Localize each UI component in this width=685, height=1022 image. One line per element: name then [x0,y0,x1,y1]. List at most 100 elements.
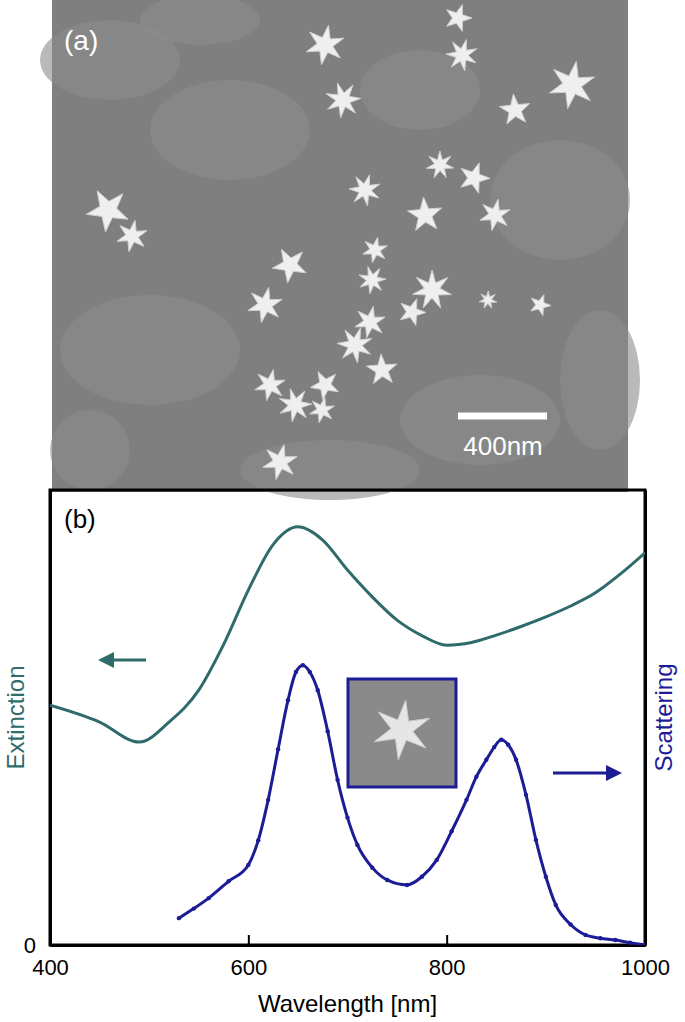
series-marker [449,829,453,833]
series-line [179,665,645,945]
series-marker [514,758,518,762]
x-tick: 800 [429,935,466,980]
texture-grain [490,140,630,260]
x-tick-label: 800 [429,955,466,980]
nanostar [400,299,426,326]
series-marker [308,670,312,674]
nanostar [408,197,442,230]
panel-label: (b) [64,504,96,534]
nanostar [446,40,477,71]
y-axis-title: Extinction [2,665,29,769]
series-marker [345,815,349,819]
series-marker [192,906,196,910]
series-marker [568,922,572,926]
nanostar [499,94,529,124]
series-marker [420,875,424,879]
panel-label: (a) [64,25,98,56]
x-axis-title: Wavelength [nm] [258,990,437,1017]
series-marker [335,778,339,782]
texture-grain [60,295,240,405]
texture-grain [150,80,310,180]
series-marker [294,670,298,674]
nanostar [272,249,306,283]
series-marker [301,663,305,667]
y-tick: 0 [24,933,60,958]
nanostar [310,397,335,422]
texture-grain [560,310,640,450]
series-marker [534,838,538,842]
series-marker [499,738,503,742]
scattering-arrow-shaft [553,772,612,775]
series-marker [435,858,439,862]
y-tick-label: 0 [24,933,36,958]
inset-nanostar [374,700,429,760]
nanostar [359,267,386,294]
series-marker [266,798,270,802]
scattering-arrow-head [606,765,622,781]
nanostar [326,83,361,118]
plot-frame [50,490,645,945]
series-marker [206,896,210,900]
nanostar [480,199,510,230]
nanostar [349,175,380,206]
series-marker [492,745,496,749]
y2-axis-title: Scattering [650,663,677,771]
figure: (a)400nm40060080010000(b)Wavelength [nm]… [0,0,685,1022]
plot-area [50,527,645,945]
scattering-arrow [553,765,622,781]
y2-axis [645,491,646,946]
nanostar [363,237,388,262]
nanostar [549,61,594,108]
x-tick-label: 600 [230,955,267,980]
x-axis-line [51,944,646,947]
series-marker [613,938,617,942]
x-tick-mark [446,935,448,945]
series-marker [286,698,290,702]
y-axis: 0 [24,491,60,958]
y-tick-mark [50,945,60,947]
nanostar [426,151,453,178]
extinction-arrow [98,652,146,668]
scale-bar-label: 400nm [463,431,543,461]
spectra-panel: 40060080010000(b)Wavelength [nm]Extincti… [2,490,677,1017]
series-marker [226,879,230,883]
nanostar [461,163,490,193]
nanostar [279,389,312,422]
series-marker [355,843,359,847]
series-marker [506,743,510,747]
series-marker [316,688,320,692]
series-marker [177,916,181,920]
series-marker [474,774,478,778]
extinction-arrow-head [98,652,114,668]
series-marker [583,933,587,937]
nanostar [447,5,472,32]
nanostar [531,295,551,316]
y2-axis-line [644,491,647,946]
series-marker [524,793,528,797]
texture-grain [140,0,260,45]
texture-grain [400,375,560,465]
y-axis-line [49,491,52,946]
series-marker [628,941,632,945]
series-marker [256,838,260,842]
series-marker [276,747,280,751]
series-marker [464,798,468,802]
inset-frame [348,679,456,787]
x-tick-label: 1000 [621,955,670,980]
x-tick-mark [248,935,250,945]
series-marker [370,865,374,869]
nanostar [413,270,452,308]
series-marker [544,875,548,879]
series-marker [484,758,488,762]
nanostar [86,191,128,232]
x-axis: 4006008001000 [32,935,670,980]
series-marker [385,878,389,882]
series-marker [246,863,250,867]
x-tick: 600 [230,935,267,980]
nanostar [117,220,147,251]
nanostar [263,445,297,480]
nanostar [479,291,497,308]
nanostar [248,287,282,322]
nanostar [306,25,344,64]
series-marker [598,936,602,940]
